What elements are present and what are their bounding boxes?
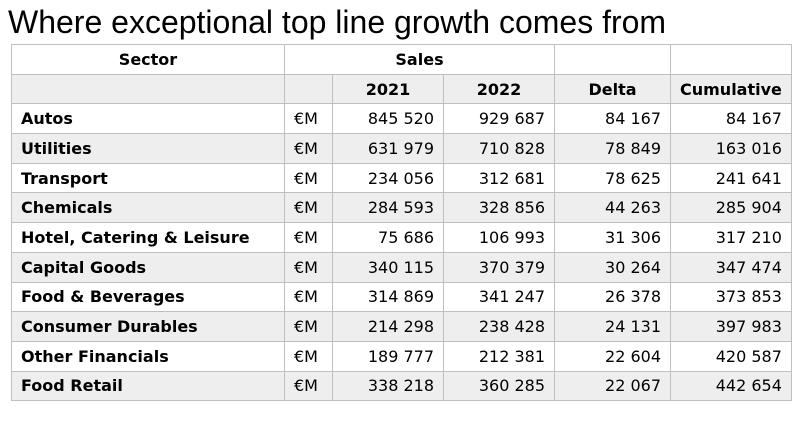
cell-cumulative: 84 167 <box>670 103 792 135</box>
table-row: Food Retail €M 338 218 360 285 22 067 442 654 <box>11 370 792 402</box>
cell-cumulative: 163 016 <box>670 133 792 164</box>
cell-cumulative: 285 904 <box>670 192 792 224</box>
cell-sector: Chemicals <box>11 192 285 224</box>
cell-unit: €M <box>284 311 333 342</box>
cell-2022: 312 681 <box>443 162 555 194</box>
cell-cumulative: 347 474 <box>670 251 792 283</box>
table-row: Capital Goods €M 340 115 370 379 30 264 347 4… <box>11 251 792 283</box>
cell-2021: 234 056 <box>332 162 444 194</box>
cell-2022: 370 379 <box>443 251 555 283</box>
cell-unit: €M <box>284 192 333 224</box>
cell-unit: €M <box>284 103 333 135</box>
cell-2022: 328 856 <box>443 192 555 224</box>
table-row: Consumer Durables €M 214 298 238 428 24 131 3… <box>11 311 792 342</box>
cell-2021: 75 686 <box>332 222 444 253</box>
cell-delta: 84 167 <box>554 103 671 135</box>
cell-2022: 341 247 <box>443 281 555 313</box>
cell-delta: 26 378 <box>554 281 671 313</box>
table-row: Other Financials €M 189 777 212 381 22 604 42… <box>11 340 792 372</box>
cell-unit: €M <box>284 251 333 283</box>
cell-delta: 31 306 <box>554 222 671 253</box>
table-row: Utilities €M 631 979 710 828 78 849 163 016 <box>11 133 792 164</box>
page-title: Where exceptional top line growth comes … <box>8 4 667 40</box>
table-body: Autos €M 845 520 929 687 84 167 84 167 Utiliti… <box>11 103 792 402</box>
cell-unit: €M <box>284 133 333 164</box>
cell-2021: 189 777 <box>332 340 444 372</box>
cell-sector: Food & Beverages <box>11 281 285 313</box>
cell-2021: 214 298 <box>332 311 444 342</box>
cell-unit: €M <box>284 281 333 313</box>
cell-sector: Utilities <box>11 133 285 164</box>
cell-cumulative: 420 587 <box>670 340 792 372</box>
header-cumulative: Cumulative <box>670 73 792 105</box>
header-2022: 2022 <box>443 73 555 105</box>
cell-2021: 845 520 <box>332 103 444 135</box>
cell-cumulative: 442 654 <box>670 370 792 402</box>
cell-delta: 22 067 <box>554 370 671 402</box>
cell-delta: 78 849 <box>554 133 671 164</box>
cell-2022: 710 828 <box>443 133 555 164</box>
cell-2021: 314 869 <box>332 281 444 313</box>
cell-2022: 238 428 <box>443 311 555 342</box>
cell-cumulative: 317 210 <box>670 222 792 253</box>
cell-cumulative: 241 641 <box>670 162 792 194</box>
header-sales: Sales <box>284 44 555 75</box>
table-row: Autos €M 845 520 929 687 84 167 84 167 <box>11 103 792 135</box>
cell-2021: 338 218 <box>332 370 444 402</box>
cell-2021: 631 979 <box>332 133 444 164</box>
cell-2022: 360 285 <box>443 370 555 402</box>
table-row: Food & Beverages €M 314 869 341 247 26 378 37… <box>11 281 792 313</box>
header-2021: 2021 <box>332 73 444 105</box>
cell-delta: 44 263 <box>554 192 671 224</box>
cell-sector: Consumer Durables <box>11 311 285 342</box>
table-row: Hotel, Catering & Leisure €M 75 686 106 993… <box>11 222 792 253</box>
header-row-bottom: 2021 2022 Delta Cumulative <box>11 73 792 105</box>
header-row-top: Sector Sales <box>11 44 792 75</box>
cell-2021: 284 593 <box>332 192 444 224</box>
cell-sector: Hotel, Catering & Leisure <box>11 222 285 253</box>
cell-unit: €M <box>284 162 333 194</box>
table-row: Transport €M 234 056 312 681 78 625 241 641 <box>11 162 792 194</box>
cell-2022: 212 381 <box>443 340 555 372</box>
cell-2021: 340 115 <box>332 251 444 283</box>
cell-2022: 106 993 <box>443 222 555 253</box>
sales-table: Sector Sales 2021 2022 Delta Cumulative … <box>11 44 792 402</box>
table-row: Chemicals €M 284 593 328 856 44 263 285 904 <box>11 192 792 224</box>
header-unit-blank <box>284 73 333 105</box>
cell-delta: 78 625 <box>554 162 671 194</box>
header-delta-blank <box>554 44 671 75</box>
cell-sector: Transport <box>11 162 285 194</box>
cell-unit: €M <box>284 222 333 253</box>
header-cumulative-blank <box>670 44 792 75</box>
cell-delta: 30 264 <box>554 251 671 283</box>
header-delta: Delta <box>554 73 671 105</box>
header-sector: Sector <box>11 44 285 75</box>
cell-delta: 22 604 <box>554 340 671 372</box>
cell-cumulative: 373 853 <box>670 281 792 313</box>
cell-sector: Autos <box>11 103 285 135</box>
cell-unit: €M <box>284 370 333 402</box>
cell-sector: Other Financials <box>11 340 285 372</box>
cell-sector: Capital Goods <box>11 251 285 283</box>
cell-cumulative: 397 983 <box>670 311 792 342</box>
cell-delta: 24 131 <box>554 311 671 342</box>
cell-2022: 929 687 <box>443 103 555 135</box>
cell-sector: Food Retail <box>11 370 285 402</box>
cell-unit: €M <box>284 340 333 372</box>
header-sector-blank <box>11 73 285 105</box>
